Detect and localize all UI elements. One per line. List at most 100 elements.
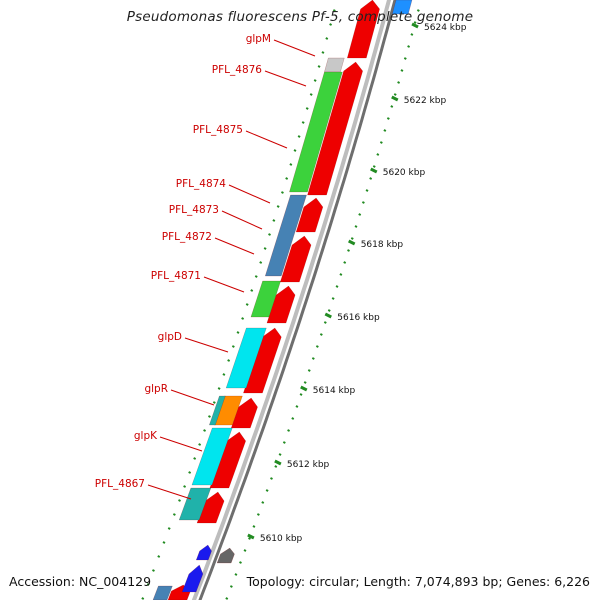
scale-minor-tick: [416, 9, 420, 12]
extra-gene-top: [391, 0, 413, 15]
left-tick: [152, 569, 155, 572]
scale-minor-tick: [248, 537, 251, 540]
scale-minor-tick: [331, 297, 335, 300]
reverse-gene-glpR-partner: [208, 395, 226, 426]
scale-minor-tick: [282, 441, 286, 444]
left-tick: [183, 485, 187, 488]
gene-leader-PFL_4876: [264, 70, 307, 87]
scale-minor-tick: [243, 549, 247, 552]
left-tick: [172, 513, 176, 516]
left-tick: [217, 387, 221, 390]
left-tick: [313, 79, 317, 82]
scale-label: 5620 kbp: [383, 168, 426, 178]
scale-minor-tick: [407, 45, 411, 48]
forward-gene-arrow-0: [346, 0, 380, 59]
extra-gene-blue-1: [195, 544, 212, 561]
left-tick: [236, 331, 240, 334]
reverse-gene-0: [324, 57, 345, 73]
scale-minor-tick: [393, 93, 397, 96]
forward-gene-arrow-6: [230, 397, 258, 429]
scale-major-tick: [274, 459, 282, 466]
backbone-inner-edge: [190, 0, 392, 604]
left-tick: [222, 373, 226, 376]
scale-minor-tick: [397, 81, 401, 84]
left-tick: [297, 135, 301, 138]
backbone-layer: [190, 0, 397, 604]
scale-minor-tick: [256, 513, 260, 516]
left-tick: [245, 303, 249, 306]
scale-minor-tick: [299, 393, 303, 396]
forward-gene-arrow-3: [279, 235, 312, 283]
scale-minor-tick: [350, 237, 354, 240]
scale-minor-tick: [270, 477, 273, 480]
reverse-gene-1: [289, 71, 343, 193]
scale-minor-tick: [390, 105, 394, 108]
left-tick: [305, 107, 309, 110]
scale-minor-tick: [379, 141, 383, 144]
gene-label-glpD: glpD: [158, 331, 182, 343]
tick-layer: [141, 9, 420, 600]
scale-minor-tick: [311, 357, 315, 360]
gene-label-PFL_4873: PFL_4873: [169, 204, 219, 216]
forward-gene-arrow-1: [307, 61, 363, 196]
left-tick: [198, 443, 202, 446]
left-tick: [332, 9, 336, 12]
reverse-strand-layer: [152, 0, 413, 601]
left-tick: [254, 275, 258, 278]
left-tick: [231, 345, 235, 348]
gene-leader-glpK: [159, 436, 203, 452]
scale-minor-tick: [261, 501, 265, 504]
scale-minor-tick: [295, 405, 299, 408]
scale-minor-tick: [358, 213, 362, 216]
reverse-gene-3: [264, 194, 307, 277]
scale-label: 5612 kbp: [287, 460, 330, 470]
scale-minor-tick: [372, 165, 376, 168]
scale-label: 5610 kbp: [260, 534, 303, 544]
scale-minor-tick: [225, 597, 229, 600]
scale-minor-tick: [410, 33, 414, 36]
left-tick: [241, 317, 245, 320]
reverse-gene-7: [225, 327, 267, 389]
gene-label-glpM: glpM: [246, 33, 271, 45]
gene-leader-PFL_4873: [221, 210, 263, 230]
left-tick: [227, 359, 231, 362]
scale-minor-tick: [354, 225, 358, 228]
scale-label: 5614 kbp: [313, 386, 356, 396]
reverse-gene-6: [250, 280, 281, 318]
scale-label: 5616 kbp: [337, 313, 380, 323]
extra-gene-gray: [216, 547, 235, 564]
gene-label-PFL_4876: PFL_4876: [212, 64, 263, 76]
gene-leader-PFL_4871: [203, 276, 245, 293]
scale-major-tick: [300, 385, 308, 392]
scale-minor-tick: [274, 465, 278, 468]
backbone-outer-edge: [196, 0, 397, 604]
scale-minor-tick: [386, 117, 390, 120]
scale-label: 5622 kbp: [404, 96, 447, 106]
left-tick: [157, 555, 161, 558]
scale-minor-tick: [335, 285, 339, 288]
gene-leader-PFL_4872: [214, 237, 255, 255]
map-title: Pseudomonas fluorescens Pf-5, complete g…: [126, 9, 474, 25]
scale-minor-tick: [265, 489, 269, 492]
scale-minor-tick: [252, 525, 256, 528]
gene-leader-PFL_4875: [245, 130, 288, 149]
left-tick: [285, 177, 289, 180]
left-tick: [203, 429, 207, 432]
scale-minor-tick: [339, 273, 343, 276]
scale-minor-tick: [307, 369, 311, 372]
left-tick: [268, 233, 271, 236]
scale-major-tick: [324, 312, 332, 319]
gene-label-PFL_4874: PFL_4874: [176, 178, 227, 190]
left-tick: [167, 527, 171, 530]
gene-label-PFL_4875: PFL_4875: [193, 124, 243, 136]
left-tick: [178, 499, 181, 502]
scale-minor-tick: [361, 201, 365, 204]
accession-text: Accession: NC_004129: [9, 574, 152, 589]
gene-label-PFL_4867: PFL_4867: [95, 478, 145, 490]
scale-minor-tick: [400, 69, 404, 72]
left-tick: [289, 163, 293, 166]
scale-minor-tick: [383, 129, 387, 132]
left-tick: [309, 93, 313, 96]
